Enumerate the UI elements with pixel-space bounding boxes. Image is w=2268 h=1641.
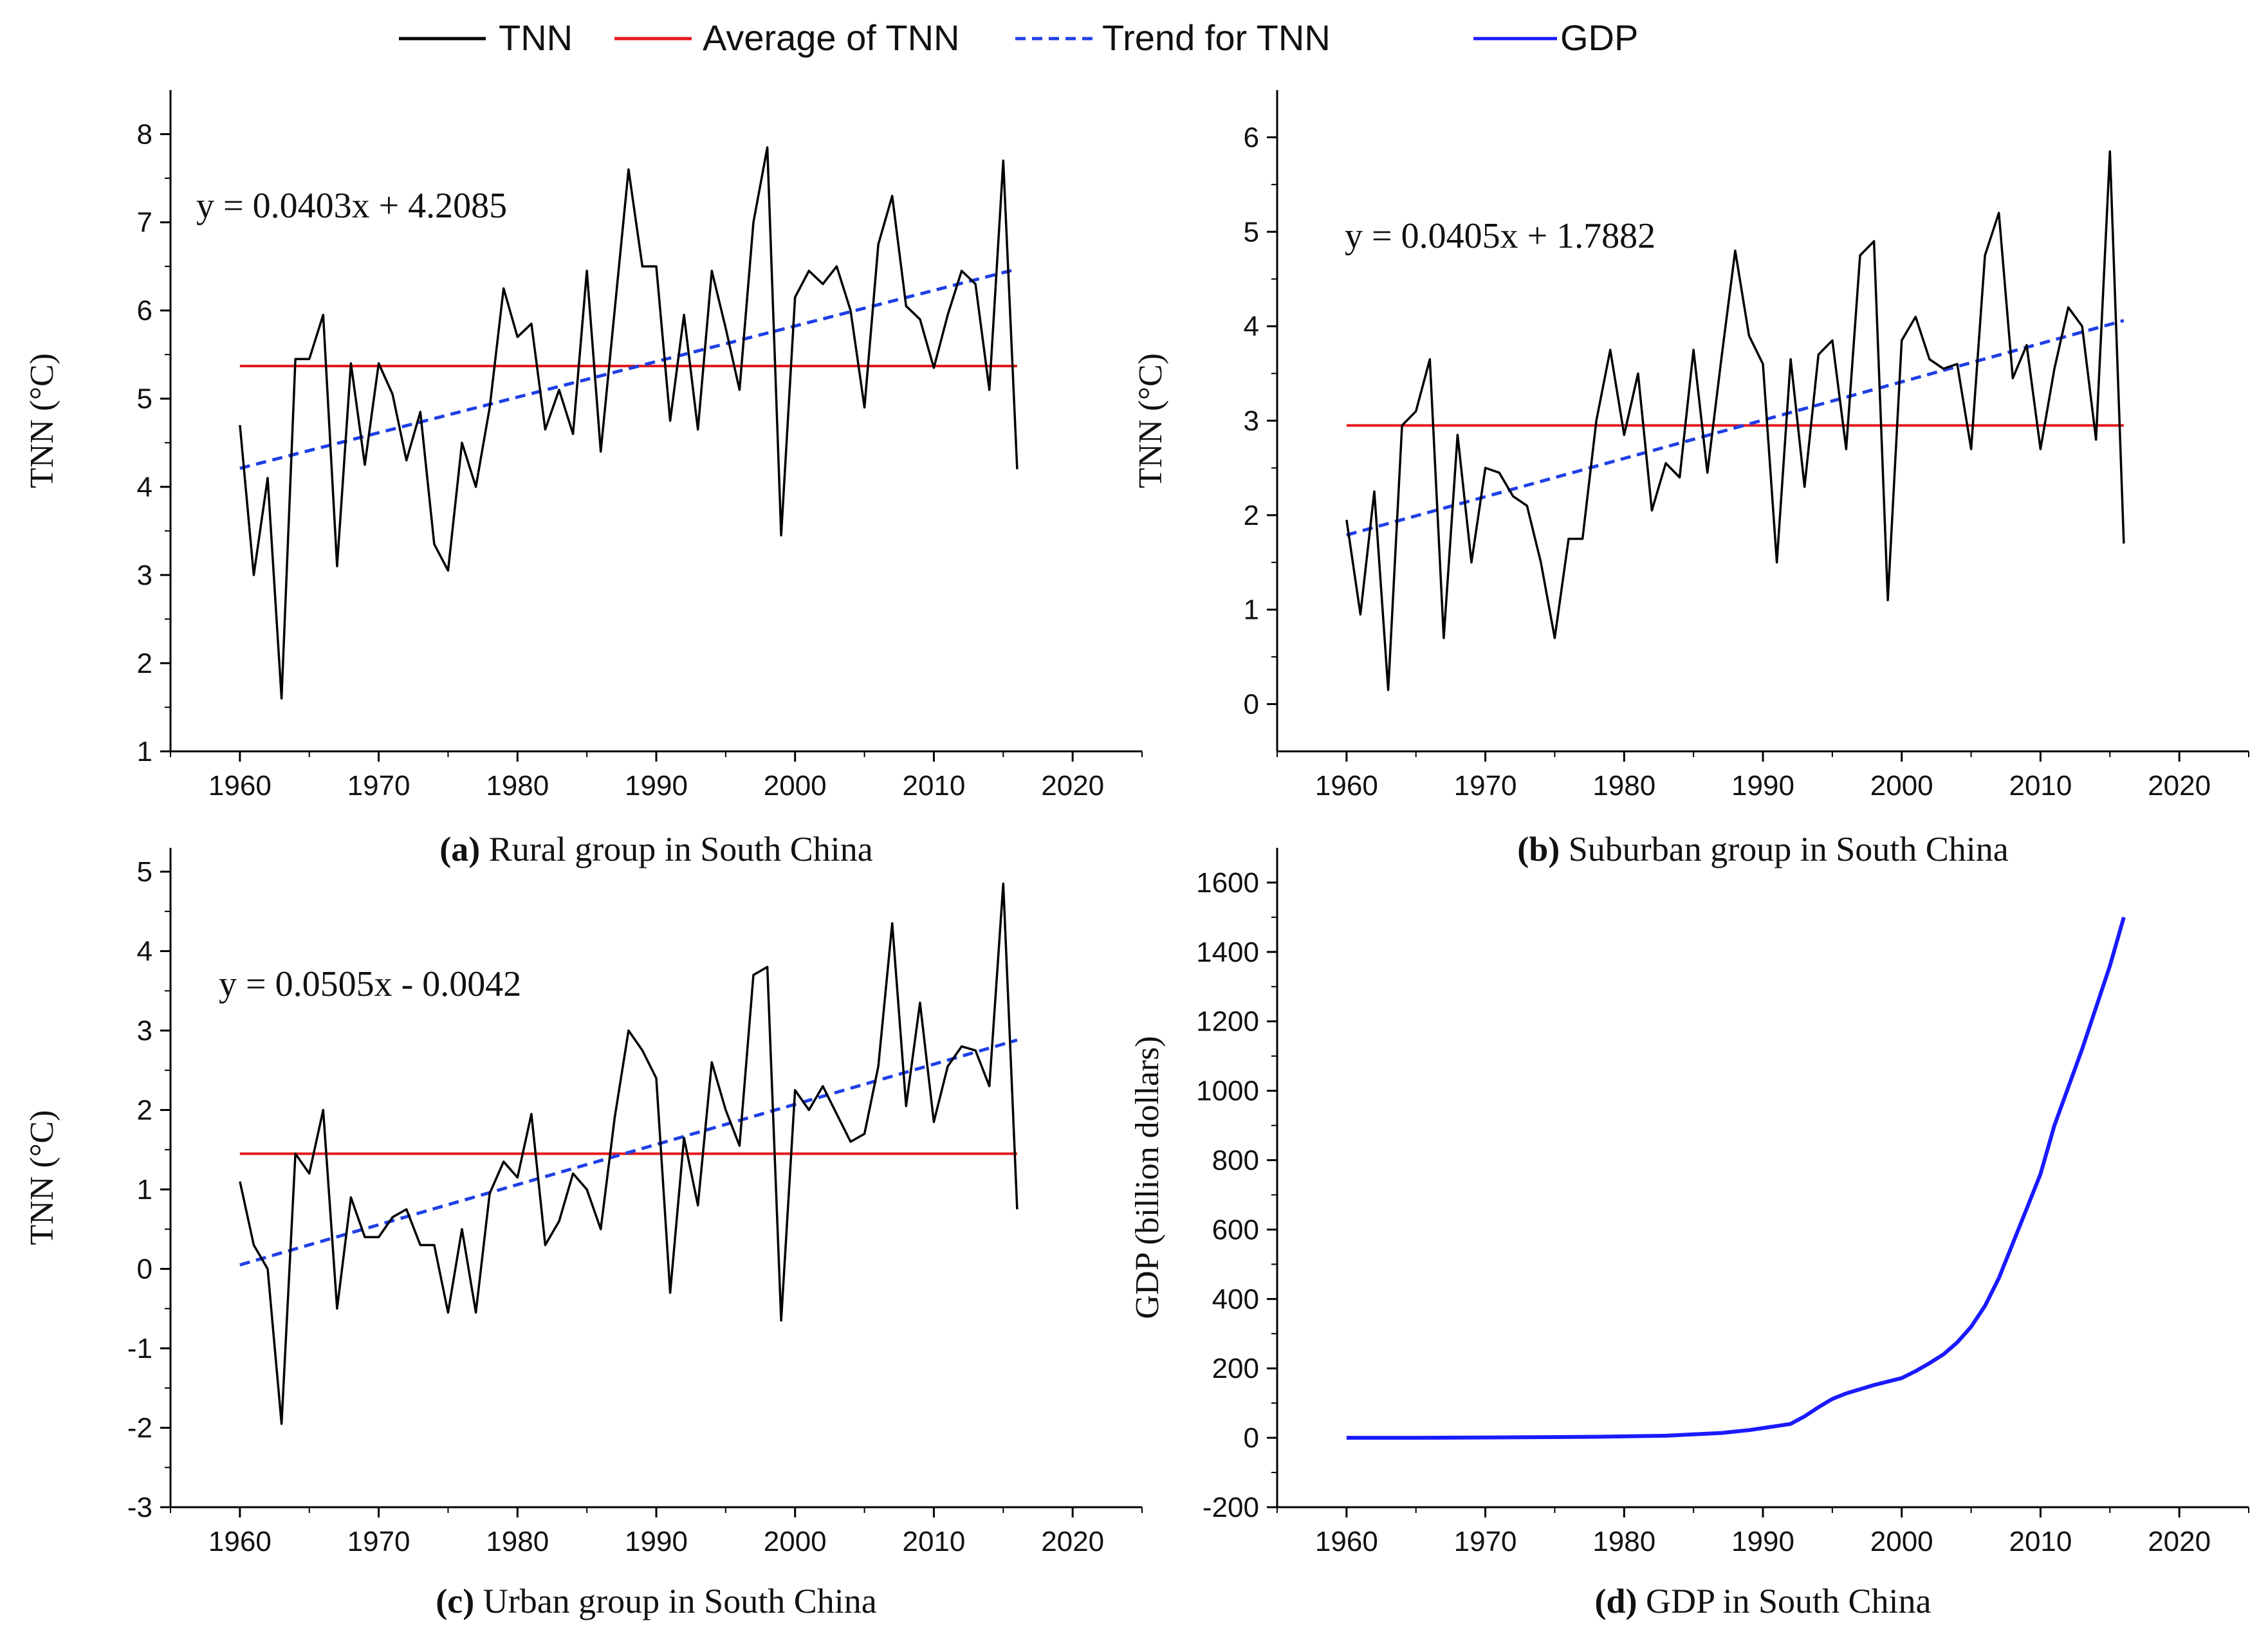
y-tick-label: 1600 [1196,867,1259,899]
x-tick-label: 2010 [902,1526,965,1557]
x-tick-label: 1990 [625,1526,688,1557]
y-tick-label: 0 [137,1254,152,1285]
tnn-series-line [239,146,1019,700]
panel-d-gdp-chart: 1960 1970 1980 1990 2000 2010 2020 -200 0 200 400 6… [1129,848,2249,1620]
gdp-series-line [1346,917,2126,1440]
y-tick-label: 600 [1212,1214,1259,1245]
y-tick-label: 0 [1244,1422,1259,1454]
y-tick-label: 7 [137,207,152,239]
caption-text: Rural group in South China [480,830,873,868]
trend-equation: y = 0.0403x + 4.2085 [196,186,507,226]
y-tick-label: 8 [137,119,152,151]
legend-label-1: TNN [499,17,573,58]
y-tick-label: 1400 [1196,937,1259,968]
panel-caption: (c) Urban group in South China [436,1582,876,1620]
y-tick-label: 6 [1244,122,1259,153]
y-tick-label: 1 [137,1174,152,1206]
y-tick-label: -2 [127,1413,152,1444]
y-tick-label: 800 [1212,1145,1259,1177]
x-tick-label: 2020 [1041,770,1104,802]
y-tick-label: 400 [1212,1283,1259,1315]
caption-text: GDP in South China [1637,1582,1931,1620]
x-tick-label: 1970 [1454,770,1517,802]
x-tick-label: 1960 [208,1526,272,1557]
y-tick-label: 200 [1212,1353,1259,1384]
y-tick-label: 6 [137,295,152,327]
y-tick-label: 3 [1244,405,1259,437]
y-tick-label: 3 [137,1015,152,1047]
x-tick-label: 2010 [2009,770,2072,802]
caption-letter: (d) [1594,1582,1637,1620]
y-tick-label: 5 [1244,216,1259,248]
y-tick-label: 5 [137,383,152,415]
panel-caption: (d) GDP in South China [1594,1582,1931,1620]
y-tick-label: -200 [1203,1492,1259,1523]
panel-a-rural-tnn-chart: 1960 1970 1980 1990 2000 2010 2020 1 2 3 4 5 6 7 8 TNN … [24,90,1143,868]
y-tick-label: 1200 [1196,1006,1259,1038]
caption-text: Urban group in South China [474,1582,876,1620]
y-tick-label: 1000 [1196,1076,1259,1107]
y-tick-label: -1 [127,1333,152,1364]
x-tick-label: 1960 [1315,1526,1378,1557]
x-tick-label: 2020 [2148,770,2211,802]
y-tick-label: 4 [137,936,152,967]
x-tick-label: 1970 [1454,1526,1517,1557]
legend-label-4: GDP [1560,17,1638,58]
x-tick-label: 1990 [1731,1526,1794,1557]
y-tick-label: 4 [137,472,152,503]
y-tick-label: 2 [137,648,152,679]
x-tick-label: 1980 [486,1526,549,1557]
y-tick-label: 1 [137,736,152,767]
x-tick-label: 1980 [1592,1526,1655,1557]
y-tick-label: 5 [137,856,152,888]
x-tick-label: 2020 [2148,1526,2211,1557]
x-tick-label: 2000 [764,1526,827,1557]
x-tick-label: 1970 [347,1526,410,1557]
y-axis-title: GDP (billion dollars) [1129,1036,1166,1319]
x-tick-label: 1970 [347,770,410,802]
x-tick-label: 2010 [902,770,965,802]
caption-letter: (b) [1517,830,1560,868]
tnn-series-line [1345,150,2125,692]
legend-label-2: Average of TNN [703,17,959,58]
panel-caption: (a) Rural group in South China [439,830,872,868]
caption-letter: (a) [439,830,480,868]
y-tick-label: 2 [137,1095,152,1126]
y-tick-label: -3 [127,1492,152,1523]
x-tick-label: 1960 [208,770,272,802]
trend-equation: y = 0.0405x + 1.7882 [1345,216,1655,256]
x-tick-label: 1990 [625,770,688,802]
y-axis-title: TNN (°C) [1132,353,1169,488]
trend-line [1346,318,2125,537]
x-tick-label: 2000 [764,770,827,802]
caption-text: Suburban group in South China [1560,830,2009,868]
x-tick-label: 1960 [1315,770,1378,802]
y-axis-title: TNN (°C) [24,353,60,488]
y-axis-title: TNN (°C) [24,1110,60,1245]
panel-b-suburban-tnn-chart: 1960 1970 1980 1990 2000 2010 2020 0 1 2 3 4 5 6 TNN (… [1132,90,2249,868]
y-tick-label: 1 [1244,594,1259,626]
x-tick-label: 1980 [1592,770,1655,802]
x-tick-label: 2020 [1041,1526,1104,1557]
panel-c-urban-tnn-chart: 1960 1970 1980 1990 2000 2010 2020 -3 -2 -1 0 1 2 3 4 5… [24,848,1143,1620]
x-tick-label: 2000 [1870,1526,1933,1557]
trend-equation: y = 0.0505x - 0.0042 [219,964,521,1004]
x-tick-label: 2010 [2009,1526,2072,1557]
x-tick-label: 1980 [486,770,549,802]
y-tick-label: 3 [137,560,152,591]
y-tick-label: 0 [1244,689,1259,720]
caption-letter: (c) [436,1582,474,1620]
y-tick-label: 2 [1244,500,1259,531]
tnn-series-line [239,882,1019,1426]
x-tick-label: 1990 [1731,770,1794,802]
panel-caption: (b) Suburban group in South China [1517,830,2009,868]
legend-label-3: Trend for TNN [1102,17,1331,58]
trend-line [239,1038,1018,1267]
y-tick-label: 4 [1244,311,1259,342]
x-tick-label: 2000 [1870,770,1933,802]
legend: TNN Average of TNN Trend for TNN GDP [399,17,1638,58]
